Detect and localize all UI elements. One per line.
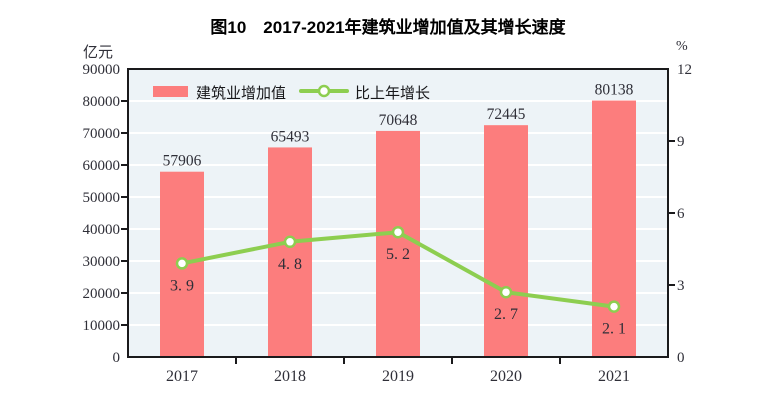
left-axis-tick-label: 0 xyxy=(113,350,121,366)
bar-2021 xyxy=(592,100,636,357)
growth-marker-2018 xyxy=(283,235,297,249)
growth-marker-2017 xyxy=(175,257,189,270)
right-axis-tick-label: 0 xyxy=(677,350,685,366)
left-axis-tick-label: 30000 xyxy=(83,254,121,270)
x-axis-label-2018: 2018 xyxy=(274,368,306,385)
right-axis-tick-label: 3 xyxy=(677,278,685,294)
left-axis-unit-label: 亿元 xyxy=(82,45,113,61)
bar-value-label-2019: 70648 xyxy=(379,112,418,129)
bar-2018 xyxy=(268,147,312,357)
growth-marker-2021 xyxy=(607,300,621,313)
right-axis-tick-label: 6 xyxy=(677,206,685,222)
bar-value-label-2017: 57906 xyxy=(163,153,202,170)
left-axis-tick-label: 90000 xyxy=(83,62,121,78)
right-axis-tick-label: 12 xyxy=(677,62,692,78)
bar-value-label-2020: 72445 xyxy=(487,106,526,123)
left-axis-tick-label: 20000 xyxy=(83,286,121,302)
right-axis-tick-label: 9 xyxy=(677,134,685,150)
line-value-label-2021: 2. 1 xyxy=(602,321,626,338)
bar-value-label-2018: 65493 xyxy=(271,128,310,145)
x-axis-label-2019: 2019 xyxy=(382,368,414,385)
left-axis-tick-label: 80000 xyxy=(83,94,121,110)
legend-bar-label: 建筑业增加值 xyxy=(196,85,286,102)
bar-2019 xyxy=(376,130,420,357)
legend-line-label: 比上年增长 xyxy=(355,85,430,102)
left-axis-tick-label: 60000 xyxy=(83,158,121,174)
legend-bar-swatch xyxy=(153,86,188,97)
bar-2020 xyxy=(484,125,528,358)
chart-title: 图10 2017-2021年建筑业增加值及其增长速度 xyxy=(210,18,566,37)
left-axis-tick-label: 10000 xyxy=(83,318,121,334)
x-axis-label-2021: 2021 xyxy=(598,368,630,385)
x-axis-label-2017: 2017 xyxy=(166,368,198,385)
left-axis-tick-label: 50000 xyxy=(83,190,121,206)
line-value-label-2019: 5. 2 xyxy=(386,246,410,263)
line-value-label-2018: 4. 8 xyxy=(278,256,302,273)
growth-marker-2019 xyxy=(391,225,405,239)
left-axis-tick-label: 40000 xyxy=(83,222,121,238)
legend-line-marker xyxy=(317,84,331,98)
line-value-label-2020: 2. 7 xyxy=(494,306,518,323)
left-axis-tick-label: 70000 xyxy=(83,126,121,142)
right-axis-unit-label: % xyxy=(676,39,688,54)
x-axis-label-2020: 2020 xyxy=(490,368,522,385)
bar-value-label-2021: 80138 xyxy=(595,82,634,99)
growth-marker-2020 xyxy=(499,285,513,299)
line-value-label-2017: 3. 9 xyxy=(170,277,194,294)
